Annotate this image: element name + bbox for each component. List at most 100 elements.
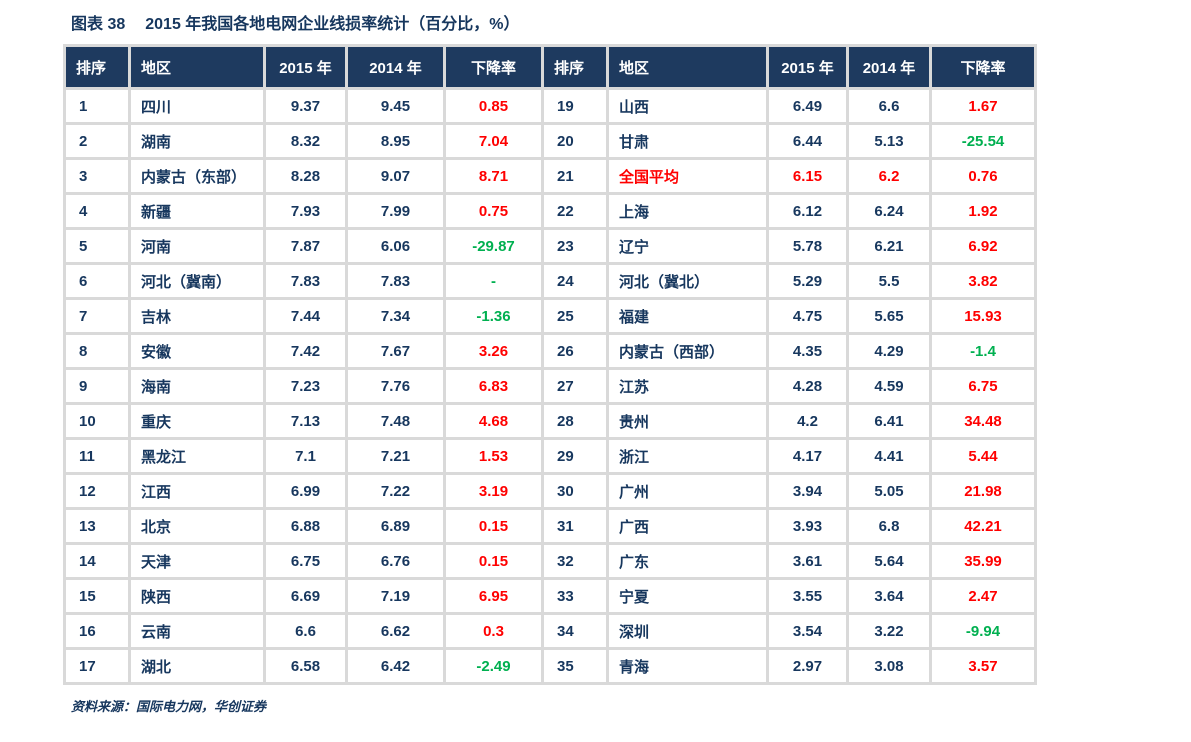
value-2015-cell: 7.23: [266, 370, 345, 402]
rank-cell: 33: [544, 580, 606, 612]
value-2015-cell: 3.55: [769, 580, 846, 612]
change-cell: 21.98: [932, 475, 1034, 507]
change-cell: 7.04: [446, 125, 541, 157]
value-2015-cell: 7.93: [266, 195, 345, 227]
value-2014-cell: 7.67: [348, 335, 443, 367]
rank-cell: 31: [544, 510, 606, 542]
rank-cell: 32: [544, 545, 606, 577]
value-2015-cell: 8.28: [266, 160, 345, 192]
value-2014-cell: 4.59: [849, 370, 929, 402]
table-row: 1 四川 9.37 9.45 0.85 19 山西 6.49 6.6 1.67: [66, 90, 1034, 122]
value-2014-cell: 3.64: [849, 580, 929, 612]
value-2015-cell: 6.6: [266, 615, 345, 647]
change-cell: 0.85: [446, 90, 541, 122]
value-2014-cell: 6.2: [849, 160, 929, 192]
rank-cell: 19: [544, 90, 606, 122]
value-2014-cell: 3.08: [849, 650, 929, 682]
value-2014-cell: 3.22: [849, 615, 929, 647]
value-2015-cell: 7.1: [266, 440, 345, 472]
value-2014-cell: 7.83: [348, 265, 443, 297]
rank-cell: 21: [544, 160, 606, 192]
region-cell: 山西: [609, 90, 766, 122]
change-cell: 42.21: [932, 510, 1034, 542]
value-2014-cell: 7.21: [348, 440, 443, 472]
region-cell: 上海: [609, 195, 766, 227]
rank-cell: 20: [544, 125, 606, 157]
change-cell: 6.92: [932, 230, 1034, 262]
region-cell: 河南: [131, 230, 263, 262]
column-header-region: 地区: [131, 47, 263, 87]
rank-cell: 30: [544, 475, 606, 507]
rank-cell: 23: [544, 230, 606, 262]
rank-cell: 1: [66, 90, 128, 122]
region-cell: 湖南: [131, 125, 263, 157]
value-2015-cell: 5.29: [769, 265, 846, 297]
value-2014-cell: 5.5: [849, 265, 929, 297]
region-cell: 甘肃: [609, 125, 766, 157]
rank-cell: 29: [544, 440, 606, 472]
value-2014-cell: 7.22: [348, 475, 443, 507]
region-cell: 贵州: [609, 405, 766, 437]
region-cell: 黑龙江: [131, 440, 263, 472]
change-cell: 8.71: [446, 160, 541, 192]
rank-cell: 34: [544, 615, 606, 647]
region-cell: 广东: [609, 545, 766, 577]
region-cell: 江苏: [609, 370, 766, 402]
table-row: 11 黑龙江 7.1 7.21 1.53 29 浙江 4.17 4.41 5.44: [66, 440, 1034, 472]
change-cell: 4.68: [446, 405, 541, 437]
rank-cell: 16: [66, 615, 128, 647]
change-cell: 1.67: [932, 90, 1034, 122]
change-cell: 0.75: [446, 195, 541, 227]
value-2015-cell: 4.35: [769, 335, 846, 367]
region-cell: 青海: [609, 650, 766, 682]
value-2015-cell: 6.44: [769, 125, 846, 157]
change-cell: -25.54: [932, 125, 1034, 157]
value-2015-cell: 5.78: [769, 230, 846, 262]
rank-cell: 10: [66, 405, 128, 437]
change-cell: 6.83: [446, 370, 541, 402]
table-row: 14 天津 6.75 6.76 0.15 32 广东 3.61 5.64 35.99: [66, 545, 1034, 577]
rank-cell: 11: [66, 440, 128, 472]
change-cell: 2.47: [932, 580, 1034, 612]
value-2014-cell: 7.99: [348, 195, 443, 227]
rank-cell: 14: [66, 545, 128, 577]
change-cell: 0.3: [446, 615, 541, 647]
table-body: 1 四川 9.37 9.45 0.85 19 山西 6.49 6.6 1.67 2 湖南 8.32 8.9…: [66, 90, 1034, 682]
value-2015-cell: 4.28: [769, 370, 846, 402]
value-2015-cell: 4.17: [769, 440, 846, 472]
figure-container: 图表 38 2015 年我国各地电网企业线损率统计（百分比，%） 排序 地区 20…: [63, 14, 1037, 715]
region-cell: 河北（冀北）: [609, 265, 766, 297]
column-header-change: 下降率: [932, 47, 1034, 87]
value-2015-cell: 6.58: [266, 650, 345, 682]
value-2015-cell: 6.69: [266, 580, 345, 612]
change-cell: 0.76: [932, 160, 1034, 192]
change-cell: 1.92: [932, 195, 1034, 227]
region-cell: 北京: [131, 510, 263, 542]
value-2015-cell: 7.44: [266, 300, 345, 332]
change-cell: 3.57: [932, 650, 1034, 682]
value-2014-cell: 9.07: [348, 160, 443, 192]
value-2014-cell: 6.6: [849, 90, 929, 122]
value-2014-cell: 6.21: [849, 230, 929, 262]
value-2015-cell: 7.83: [266, 265, 345, 297]
region-cell: 福建: [609, 300, 766, 332]
table-header: 排序 地区 2015 年 2014 年 下降率 排序 地区 2015 年 201…: [66, 47, 1034, 87]
rank-cell: 27: [544, 370, 606, 402]
value-2015-cell: 6.75: [266, 545, 345, 577]
change-cell: 3.19: [446, 475, 541, 507]
rank-cell: 2: [66, 125, 128, 157]
value-2014-cell: 6.8: [849, 510, 929, 542]
region-cell: 宁夏: [609, 580, 766, 612]
rank-cell: 35: [544, 650, 606, 682]
change-cell: 0.15: [446, 545, 541, 577]
value-2015-cell: 6.99: [266, 475, 345, 507]
rank-cell: 24: [544, 265, 606, 297]
value-2015-cell: 3.54: [769, 615, 846, 647]
value-2015-cell: 6.12: [769, 195, 846, 227]
change-cell: -1.4: [932, 335, 1034, 367]
rank-cell: 3: [66, 160, 128, 192]
table-row: 15 陕西 6.69 7.19 6.95 33 宁夏 3.55 3.64 2.47: [66, 580, 1034, 612]
column-header-2015: 2015 年: [266, 47, 345, 87]
rank-cell: 9: [66, 370, 128, 402]
table-row: 3 内蒙古（东部） 8.28 9.07 8.71 21 全国平均 6.15 6.2 0.76: [66, 160, 1034, 192]
